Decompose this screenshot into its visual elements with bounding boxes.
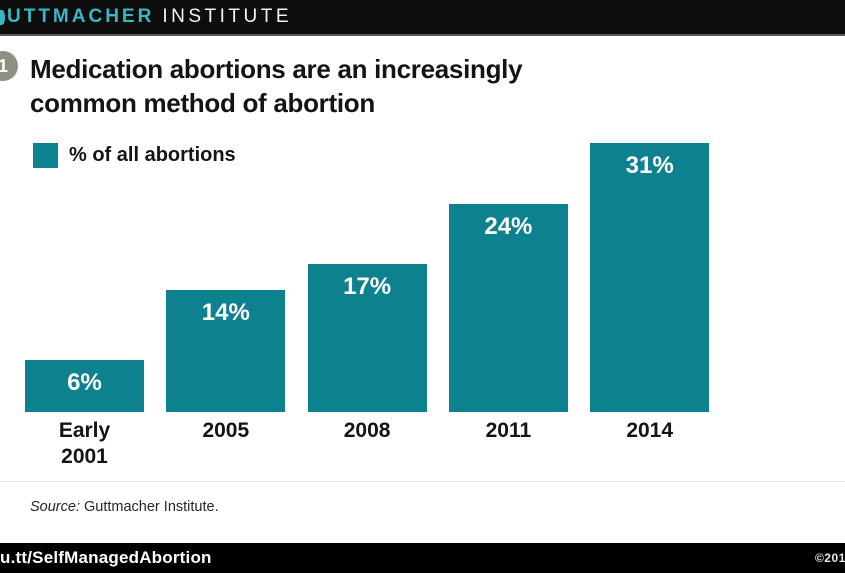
logo-text-accent: UTTMACHER xyxy=(7,6,155,27)
footer-bar: u.tt/SelfManagedAbortion ©2018 xyxy=(0,543,845,573)
chart-title-line1: Medication abortions are an increasingly xyxy=(30,54,523,84)
guttmacher-logo: UTTMACHER INSTITUTE xyxy=(0,6,292,28)
brand-header-bar: UTTMACHER INSTITUTE xyxy=(0,0,845,36)
x-axis-category-label: Early 2001 xyxy=(58,419,111,468)
footer-url: u.tt/SelfManagedAbortion xyxy=(0,548,212,567)
x-axis-category-label: 2005 xyxy=(202,419,250,442)
logo-text-white: INSTITUTE xyxy=(162,6,292,27)
bar-chart: 6% Early 2001 14% 2005 17% 2008 24% 2011 31% 2014 xyxy=(0,140,845,468)
x-axis-category-label: 2008 xyxy=(343,419,391,442)
bar: 6% xyxy=(25,360,144,412)
bar-value-label: 6% xyxy=(67,369,102,396)
bar-value-label: 14% xyxy=(201,299,250,326)
source-prefix: Source: xyxy=(30,499,80,515)
legend-swatch xyxy=(33,143,58,168)
x-axis-category-label: 2011 xyxy=(485,419,532,442)
chart-title-line2: common method of abortion xyxy=(30,88,375,118)
figure-number-badge: 1 xyxy=(0,51,18,81)
bar: 24% xyxy=(448,204,568,412)
bar: 17% xyxy=(307,264,427,412)
bar-value-label: 31% xyxy=(625,152,674,179)
bar: 14% xyxy=(166,290,286,412)
separator-line xyxy=(0,481,845,482)
bar: 31% xyxy=(590,143,710,412)
chart-title: Medication abortions are an increasingly… xyxy=(30,52,523,120)
bar-value-label: 17% xyxy=(343,273,392,300)
footer-copyright: ©2018 xyxy=(814,551,845,565)
legend: % of all abortions xyxy=(33,143,236,168)
logo-cutoff-letter-fragment xyxy=(0,9,5,25)
source-text: Guttmacher Institute. xyxy=(79,499,219,515)
x-axis-category-label: 2014 xyxy=(626,419,674,442)
source-note: Source: Guttmacher Institute. xyxy=(30,499,219,515)
legend-label: % of all abortions xyxy=(69,144,236,166)
bar-value-label: 24% xyxy=(484,213,533,240)
